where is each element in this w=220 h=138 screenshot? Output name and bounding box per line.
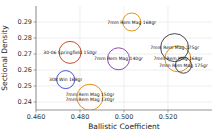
grid <box>36 6 212 110</box>
tick-label: 0.24 <box>18 98 32 106</box>
tick <box>34 102 37 103</box>
tick-label: 0.480 <box>71 113 90 121</box>
point-label: 7mm Rem Mag 140gr <box>94 56 143 61</box>
y-axis-label: Sectional Density <box>0 25 9 91</box>
point-label: 7mm Rem Mag 150gr7mm Rem Mag 130gr <box>66 92 115 102</box>
tick-label: 0.25 <box>18 82 32 90</box>
tick-label: 0.28 <box>18 34 32 42</box>
point-label: 7mm Rem Mag 168gr <box>154 56 203 61</box>
points <box>57 13 192 110</box>
y-axis-line <box>36 6 37 110</box>
point-label: 308 Win 168gr <box>49 77 82 82</box>
point-label: 7mm Rem Mag 175gr <box>159 63 208 68</box>
tick-label: 0.27 <box>18 50 32 58</box>
tick <box>34 54 37 55</box>
grid-line <box>36 102 212 103</box>
tick <box>34 70 37 71</box>
tick <box>34 22 37 23</box>
x-axis-label: Ballistic Coefficient <box>88 122 160 131</box>
tick-label: 0.26 <box>18 66 32 74</box>
tick-label: 0.520 <box>159 113 178 121</box>
grid-line <box>36 86 212 87</box>
tick <box>34 38 37 39</box>
point-label: 30-06 Springfield 150gr <box>43 50 97 55</box>
point-label: 7mm Rem Mag 175gr <box>150 45 199 50</box>
chart: 0.460 0.480 0.500 0.520 0.24 0.25 0.26 0.27 0.28… <box>0 0 220 138</box>
tick-label: 0.460 <box>27 113 46 121</box>
point-label: 7mm Rem Mag 168gr <box>107 20 156 25</box>
grid-line <box>36 6 37 110</box>
tick-label: 0.29 <box>18 18 32 26</box>
tick <box>34 86 37 87</box>
x-axis-line <box>36 110 212 111</box>
tick-label: 0.500 <box>115 113 134 121</box>
